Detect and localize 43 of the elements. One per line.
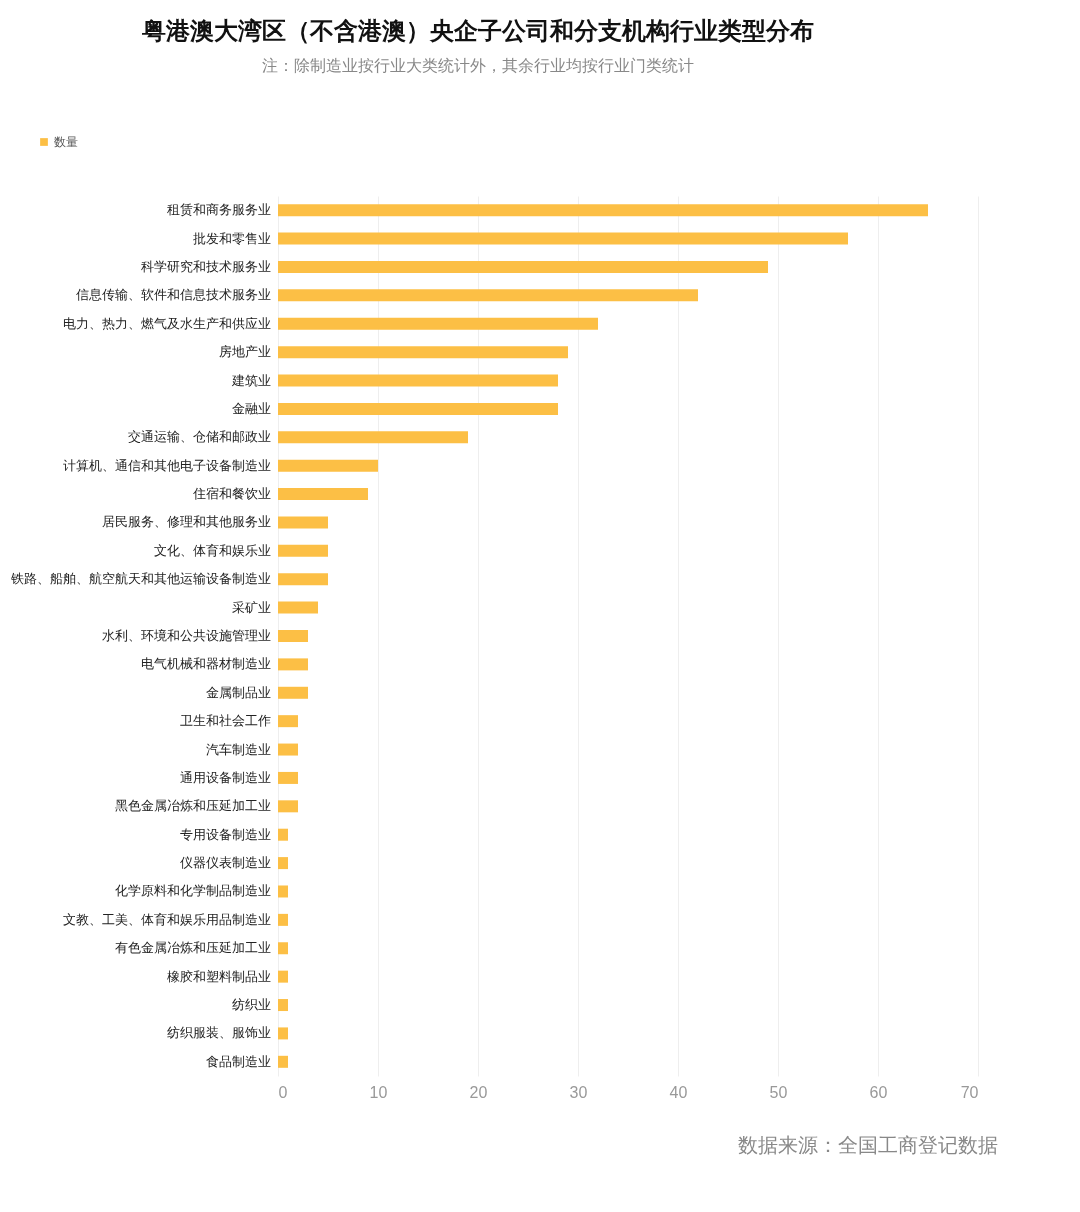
y-tick-label: 纺织业 — [231, 997, 271, 1013]
y-tick-label: 水利、环境和公共设施管理业 — [101, 628, 271, 643]
y-tick-label: 卫生和社会工作 — [179, 713, 271, 729]
y-tick-label: 有色金属冶炼和压延加工业 — [114, 940, 271, 956]
y-tick-label: 仪器仪表制造业 — [179, 855, 271, 871]
x-tick-label: 40 — [669, 1083, 688, 1101]
y-tick-label: 科学研究和技术服务业 — [140, 258, 271, 274]
x-tick-label: 70 — [960, 1083, 979, 1101]
y-tick-label: 居民服务、修理和其他服务业 — [101, 514, 271, 530]
y-tick-label: 批发和零售业 — [192, 230, 271, 246]
x-tick-label: 60 — [869, 1083, 888, 1101]
y-tick-label: 信息传输、软件和信息技术服务业 — [75, 287, 271, 303]
x-tick-label: 50 — [769, 1083, 788, 1101]
y-tick-label: 文教、工美、体育和娱乐用品制造业 — [62, 911, 271, 927]
x-tick-label: 20 — [469, 1083, 488, 1101]
y-tick-label: 橡胶和塑料制品业 — [166, 968, 271, 984]
y-tick-label: 黑色金属冶炼和压延加工业 — [114, 798, 271, 814]
y-tick-label: 计算机、通信和其他电子设备制造业 — [62, 457, 271, 473]
y-tick-label: 建筑业 — [230, 372, 271, 388]
y-tick-label: 电力、热力、燃气及水生产和供应业 — [62, 315, 271, 331]
y-tick-label: 纺织服装、服饰业 — [166, 1025, 271, 1041]
y-tick-label: 电气机械和器材制造业 — [140, 656, 271, 672]
y-tick-label: 文化、体育和娱乐业 — [153, 542, 271, 558]
y-tick-label: 金融业 — [231, 400, 271, 416]
y-tick-label: 化学原料和化学制品制造业 — [114, 883, 271, 899]
y-tick-label: 采矿业 — [231, 599, 271, 615]
y-tick-label: 金属制品业 — [205, 684, 271, 700]
legend-label: 数量 — [54, 135, 78, 149]
y-tick-label: 铁路、船舶、航空航天和其他运输设备制造业 — [9, 571, 271, 587]
y-tick-label: 通用设备制造业 — [179, 769, 271, 785]
y-tick-label: 汽车制造业 — [205, 741, 271, 757]
x-tick-label: 10 — [369, 1083, 388, 1101]
y-tick-label: 食品制造业 — [205, 1053, 271, 1069]
y-tick-label: 专用设备制造业 — [179, 826, 271, 842]
y-tick-label: 房地产业 — [218, 344, 271, 360]
x-tick-label: 0 — [278, 1083, 288, 1101]
y-tick-label: 交通运输、仓储和邮政业 — [127, 429, 271, 445]
chart-subtitle: 注：除制造业按行业大类统计外，其余行业均按行业门类统计 — [262, 57, 694, 74]
chart-title: 粤港澳大湾区（不含港澳）央企子公司和分支机构行业类型分布 — [141, 17, 814, 44]
x-tick-label: 30 — [569, 1083, 588, 1101]
source-note: 数据来源：全国工商登记数据 — [738, 1134, 998, 1156]
y-tick-label: 租赁和商务服务业 — [166, 202, 271, 218]
y-tick-label: 住宿和餐饮业 — [191, 486, 271, 502]
